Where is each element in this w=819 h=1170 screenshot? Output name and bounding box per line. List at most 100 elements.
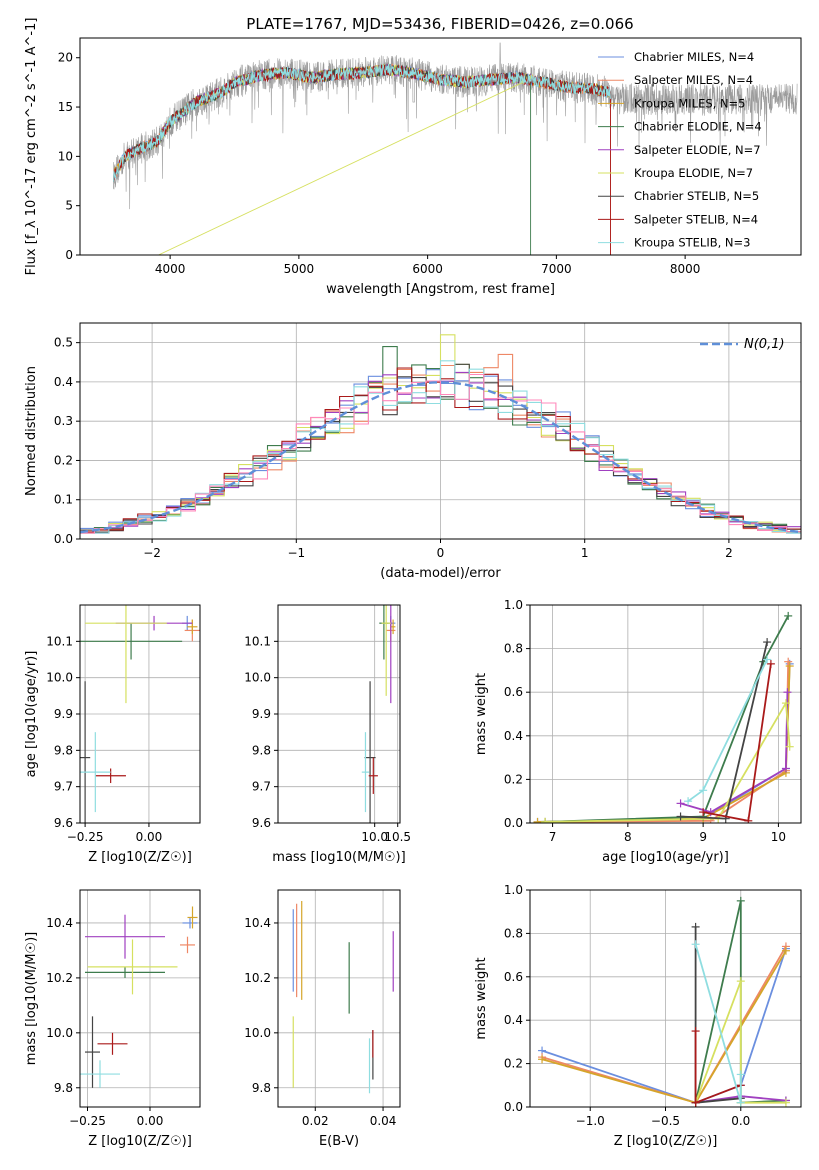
- x-tick-label: 1: [581, 546, 589, 560]
- errorbar-point: [85, 966, 165, 978]
- errorbar-point: [95, 768, 126, 784]
- x-tick-label: −2: [143, 546, 161, 560]
- y-tick-label: 0.4: [504, 1013, 523, 1027]
- axes-frame: [79, 37, 802, 256]
- panel-age-vs-Z: −0.25 0.00 9.6 9.7 9.8 9.9 10.0 10.1 Z [log10(Z/…: [24, 604, 201, 865]
- legend: N(0,1): [700, 337, 785, 352]
- errorbar-point: [80, 1060, 120, 1088]
- errorbar-point: [85, 914, 165, 959]
- x-tick-label: 4000: [155, 262, 186, 276]
- y-axis-label: mass weight: [474, 673, 489, 755]
- x-axis-label: E(B-V): [319, 1134, 359, 1149]
- x-tick-label: 0.00: [137, 1114, 164, 1128]
- y-axis-label: Normed distribution: [24, 366, 39, 496]
- x-axis-label: Z [log10(Z/Z☉)]: [88, 850, 192, 865]
- weight-series-line: [694, 980, 786, 1104]
- y-tick-label: 0.8: [504, 926, 523, 940]
- y-tick-label: 10.1: [244, 634, 271, 648]
- y-tick-label: 10.2: [46, 971, 73, 985]
- y-tick-label: 9.7: [54, 780, 73, 794]
- x-tick-label: 10: [771, 830, 786, 844]
- y-tick-label: 0: [65, 248, 73, 262]
- errorbar-point: [390, 619, 396, 635]
- y-tick-label: 0.0: [504, 816, 523, 830]
- y-axis-label: mass [log10(M/M☉)]: [24, 932, 39, 1065]
- x-tick-label: 0.02: [302, 1114, 329, 1128]
- legend-entry: N(0,1): [744, 337, 785, 352]
- legend-entry: Kroupa STELIB, N=3: [634, 236, 751, 250]
- x-tick-label: 8: [624, 830, 632, 844]
- x-tick-label: −0.25: [67, 830, 104, 844]
- axes-frame: [529, 604, 802, 824]
- y-tick-label: 10.0: [244, 1026, 271, 1040]
- legend-entry: Kroupa ELODIE, N=7: [634, 166, 753, 180]
- y-tick-label: 1.0: [504, 598, 523, 612]
- x-tick-label: 8000: [670, 262, 701, 276]
- y-axis-label: age [log10(age/yr)]: [24, 651, 39, 778]
- y-tick-label: 0.8: [504, 642, 523, 656]
- x-tick-label: −1: [287, 546, 305, 560]
- x-tick-label: 0.00: [136, 830, 163, 844]
- model-spectrum-line: [113, 62, 611, 182]
- errorbar-point: [182, 917, 198, 929]
- x-axis-label: Z [log10(Z/Z☉)]: [614, 1134, 718, 1149]
- errorbar-point: [187, 906, 198, 929]
- errorbar-point: [85, 605, 167, 704]
- y-tick-label: 1.0: [504, 883, 523, 897]
- x-tick-label: 7: [549, 830, 557, 844]
- errorbar-point: [180, 936, 195, 954]
- panel-mass-vs-ebv: 0.02 0.04 9.8 10.0 10.2 10.4 E(B-V): [244, 889, 401, 1149]
- x-tick-label: 10.0: [361, 830, 388, 844]
- panel-weight-vs-Z: −1.0 −0.5 0.0 0.0 0.2 0.4 0.6 0.8 1.0 Z [log10(Z/…: [474, 883, 802, 1149]
- errorbar-point: [97, 1032, 128, 1055]
- y-tick-label: 20: [58, 51, 73, 65]
- weight-series-line: [541, 950, 787, 1104]
- y-axis-label: Flux [f_λ 10^-17 erg cm^-2 s^-1 A^-1]: [24, 18, 39, 276]
- plot-area: [80, 605, 200, 823]
- y-tick-label: 9.8: [54, 1081, 73, 1095]
- plot-area: [538, 896, 790, 1107]
- panel-mass-vs-Z: −0.25 0.00 9.8 10.0 10.2 10.4 Z [log10(Z/Z☉)] m…: [24, 889, 201, 1149]
- panel-spectrum: 4000 5000 6000 7000 8000 0 5 10 15 20 wavelength […: [24, 18, 802, 297]
- y-tick-label: 0.2: [504, 1057, 523, 1071]
- y-tick-label: 10.2: [244, 971, 271, 985]
- legend-entry: Chabrier MILES, N=4: [634, 50, 754, 64]
- y-tick-label: 9.7: [252, 780, 271, 794]
- panel-weight-vs-age: 7 8 9 10 0.0 0.2 0.4 0.6 0.8 1.0 age [log10(age/yr…: [474, 598, 802, 865]
- y-tick-label: 9.9: [54, 707, 73, 721]
- x-tick-label: 0.0: [731, 1114, 750, 1128]
- y-tick-label: 0.2: [504, 772, 523, 786]
- errorbar-point: [80, 623, 183, 660]
- errorbar-point: [187, 619, 198, 635]
- y-tick-label: 10.0: [244, 671, 271, 685]
- y-tick-label: 10.0: [46, 1026, 73, 1040]
- y-tick-label: 10.4: [46, 916, 73, 930]
- y-tick-label: 0.5: [54, 336, 73, 350]
- legend-entry: Salpeter STELIB, N=4: [634, 212, 758, 226]
- x-tick-label: 10.5: [384, 830, 411, 844]
- errorbar-point: [381, 605, 391, 696]
- errorbar-point: [87, 939, 178, 995]
- errorbar-point: [80, 732, 111, 813]
- weight-series-line: [541, 948, 787, 1104]
- weight-series-line: [545, 615, 789, 823]
- y-tick-label: 10.1: [46, 634, 73, 648]
- errorbar-point: [80, 681, 91, 823]
- legend: Chabrier MILES, N=4 Salpeter MILES, N=4 Kr…: [598, 50, 762, 250]
- y-tick-label: 9.6: [252, 816, 271, 830]
- errorbar-point: [368, 757, 378, 794]
- y-tick-label: 5: [65, 199, 73, 213]
- x-tick-label: 9: [699, 830, 707, 844]
- y-tick-label: 0.4: [54, 375, 73, 389]
- y-tick-label: 0.0: [54, 532, 73, 546]
- x-tick-label: 7000: [541, 262, 572, 276]
- plot-area: [113, 42, 798, 255]
- legend-entry: Salpeter MILES, N=4: [634, 73, 753, 87]
- x-axis-label: wavelength [Angstrom, rest frame]: [326, 282, 555, 297]
- y-tick-label: 10: [58, 149, 73, 163]
- y-tick-label: 10.0: [46, 671, 73, 685]
- y-tick-label: 0.6: [504, 685, 523, 699]
- errorbar-point: [85, 1016, 100, 1088]
